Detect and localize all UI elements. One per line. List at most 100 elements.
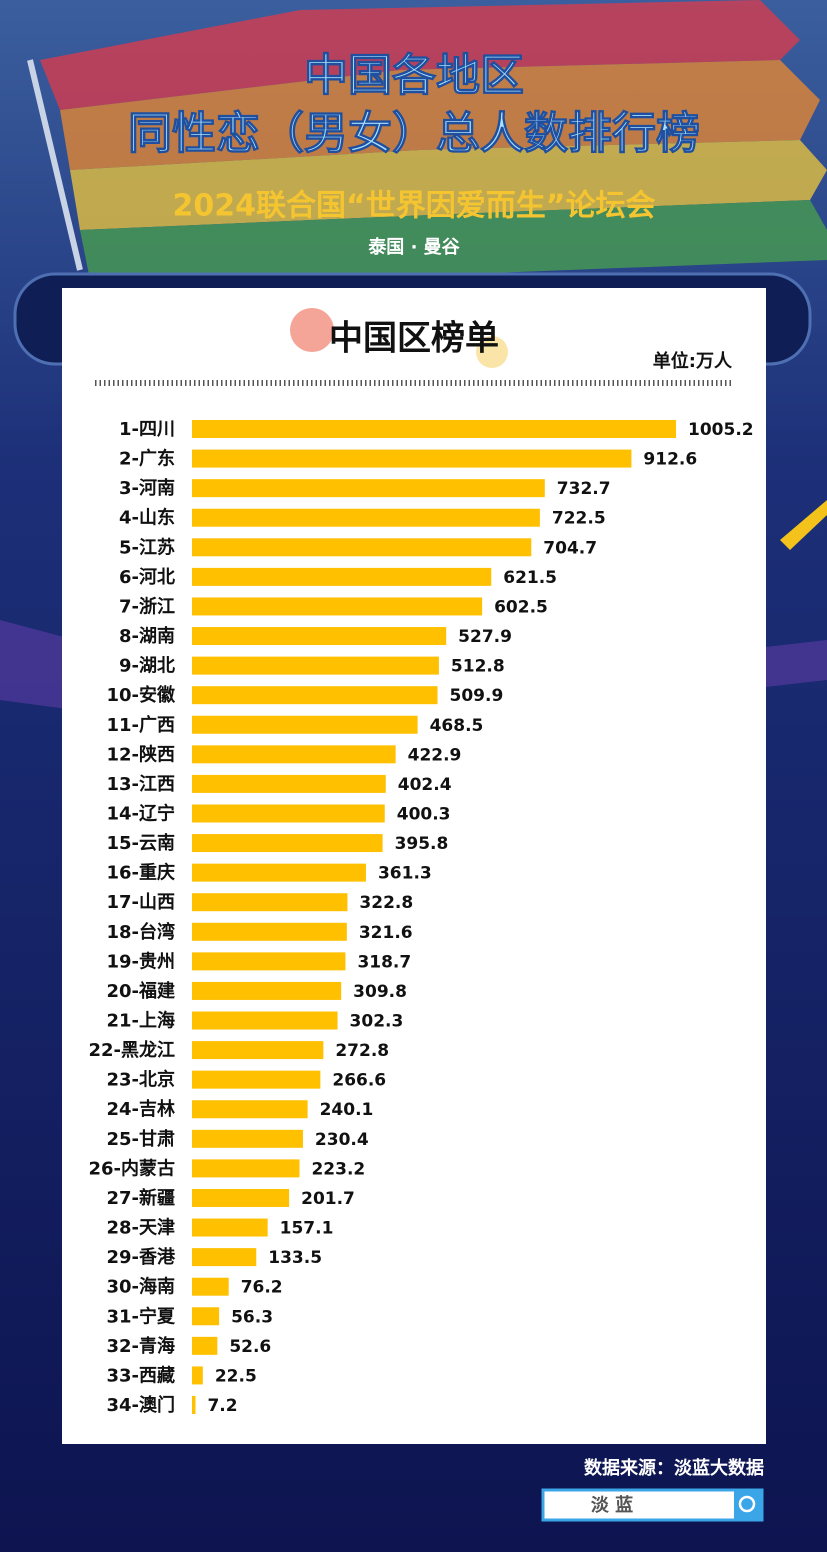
category-label: 9-湖北: [119, 656, 175, 677]
bar: [192, 863, 366, 882]
unit: 单位:万人: [653, 350, 733, 372]
value-label: 309.8: [353, 982, 407, 1002]
bar: [192, 804, 385, 823]
value-label: 322.8: [359, 893, 413, 913]
category-label: 15-云南: [106, 832, 175, 854]
bar: [192, 1277, 229, 1296]
category-label: 6-河北: [119, 567, 175, 588]
bar: [192, 1366, 203, 1385]
bar: [192, 1041, 324, 1060]
bar: [192, 686, 438, 705]
bar: [192, 1307, 220, 1326]
bar: [192, 1159, 300, 1178]
panel-title: 中国区榜单: [329, 319, 499, 359]
category-label: 30-海南: [106, 1276, 175, 1298]
category-label: 25-甘肃: [106, 1128, 175, 1150]
value-label: 240.1: [320, 1100, 374, 1120]
category-label: 2-广东: [119, 448, 175, 470]
category-label: 3-河南: [119, 477, 175, 499]
value-label: 272.8: [335, 1041, 389, 1061]
value-label: 704.7: [543, 538, 597, 558]
value-label: 912.6: [643, 450, 697, 470]
bar: [192, 597, 483, 616]
value-label: 512.8: [451, 657, 505, 677]
value-label: 621.5: [503, 568, 557, 588]
decor-circle: [476, 336, 508, 368]
bar: [192, 1100, 308, 1119]
bar: [192, 1336, 218, 1355]
decor-circle: [290, 308, 334, 352]
bar: [192, 893, 348, 912]
bar: [192, 1070, 321, 1089]
category-label: 5-江苏: [119, 536, 175, 558]
category-label: 23-北京: [106, 1069, 175, 1091]
decor: [780, 500, 827, 550]
bar: [192, 745, 396, 764]
category-label: 19-贵州: [106, 951, 175, 972]
category-label: 21-上海: [106, 1010, 175, 1032]
bar: [192, 656, 439, 675]
bar: [192, 1218, 268, 1237]
bars: 1-四川 1005.2 2-广东 912.6 3-河南 732.7 4-山东 722.5 5-江…: [88, 419, 753, 1416]
bar: [192, 420, 676, 438]
bar: [192, 1248, 257, 1267]
category-label: 12-陕西: [106, 743, 175, 765]
value-label: 22.5: [215, 1366, 257, 1386]
source: 数据来源：淡蓝大数据: [584, 1457, 764, 1479]
value-label: 1005.2: [688, 420, 754, 440]
flag: [40, 0, 827, 280]
value-label: 722.5: [552, 509, 606, 529]
category-label: 16-重庆: [106, 862, 175, 884]
value-label: 201.7: [301, 1189, 355, 1209]
category-label: 10-安徽: [106, 684, 176, 706]
value-label: 400.3: [397, 804, 451, 824]
bar: [192, 1011, 338, 1030]
value-label: 732.7: [557, 479, 611, 499]
category-label: 14-辽宁: [106, 802, 175, 824]
bar: [192, 1129, 303, 1148]
category-label: 13-江西: [106, 774, 175, 795]
category-label: 18-台湾: [106, 921, 175, 943]
search-button: [734, 1490, 762, 1520]
bar: [192, 715, 418, 734]
subtitle: 2024联合国“世界因爱而生”论坛会: [173, 189, 656, 224]
bar: [192, 774, 386, 793]
value-label: 402.4: [398, 775, 452, 795]
value-label: 318.7: [357, 952, 411, 972]
value-label: 56.3: [231, 1307, 273, 1327]
title-line: 同性恋（男女）总人数排行榜: [128, 108, 700, 159]
value-label: 509.9: [450, 686, 504, 706]
value-label: 395.8: [395, 834, 449, 854]
category-label: 20-福建: [106, 980, 175, 1002]
category-label: 26-内蒙古: [88, 1157, 175, 1179]
value-label: 361.3: [378, 864, 432, 884]
category-label: 8-湖南: [119, 625, 175, 647]
value-label: 157.1: [280, 1219, 334, 1239]
category-label: 31-宁夏: [106, 1305, 176, 1327]
category-label: 24-吉林: [106, 1098, 175, 1120]
bar: [192, 1396, 196, 1414]
bar: [192, 981, 342, 1000]
value-label: 52.6: [229, 1337, 271, 1357]
category-label: 7-浙江: [119, 595, 175, 617]
category-label: 32-青海: [106, 1335, 175, 1357]
bar: [192, 834, 383, 853]
category-label: 1-四川: [119, 419, 175, 440]
bar: [192, 479, 545, 498]
value-label: 76.2: [241, 1278, 283, 1298]
flag-pole: [27, 59, 83, 271]
bar: [192, 449, 632, 468]
category-label: 34-澳门: [106, 1394, 175, 1416]
bar: [192, 538, 532, 557]
category-label: 22-黑龙江: [88, 1039, 175, 1061]
bar: [192, 508, 540, 527]
category-label: 27-新疆: [106, 1187, 175, 1209]
category-label: 28-天津: [106, 1217, 175, 1239]
search-box: [541, 1488, 764, 1522]
value-label: 7.2: [207, 1396, 237, 1416]
search-icon: [738, 1495, 756, 1513]
value-label: 527.9: [458, 627, 512, 647]
bar: [192, 1188, 290, 1207]
category-label: 29-香港: [106, 1247, 176, 1268]
